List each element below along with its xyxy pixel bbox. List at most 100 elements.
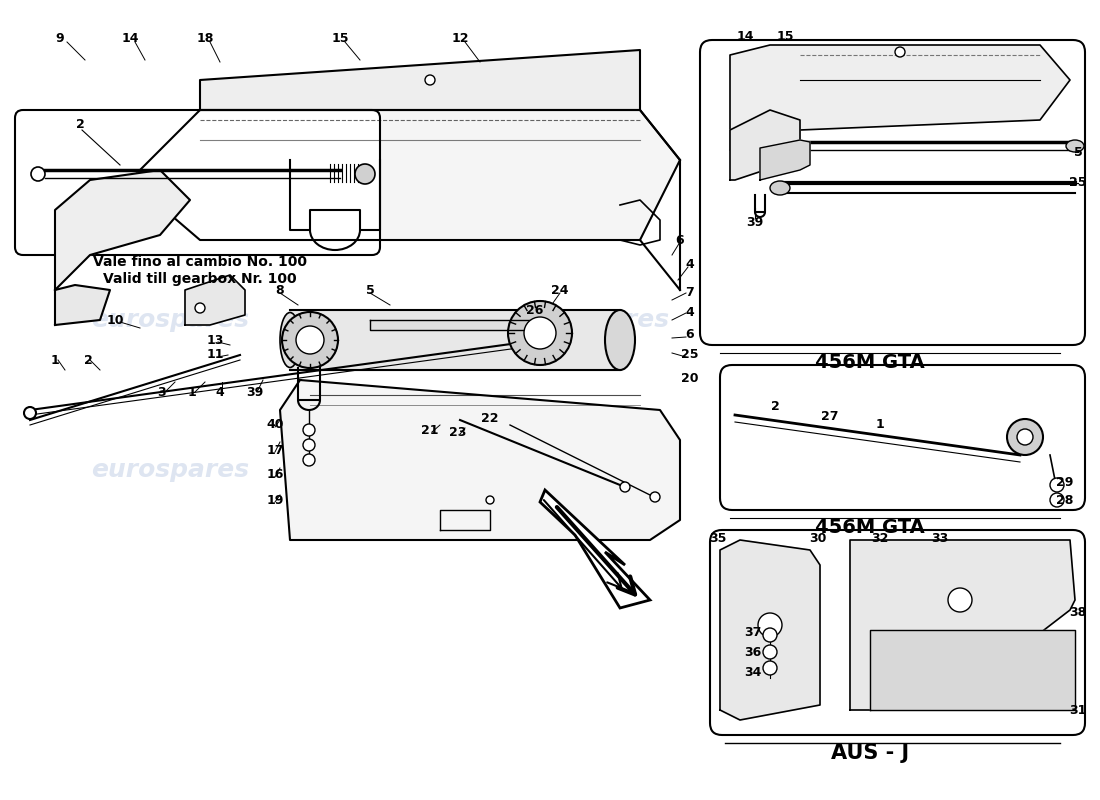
Text: 456M GTA: 456M GTA	[815, 353, 925, 372]
Text: 2: 2	[76, 118, 85, 131]
Circle shape	[524, 317, 556, 349]
Text: 2: 2	[84, 354, 92, 366]
Polygon shape	[540, 490, 650, 608]
Text: Vale fino al cambio No. 100: Vale fino al cambio No. 100	[94, 255, 307, 269]
Text: eurospares: eurospares	[91, 458, 249, 482]
Polygon shape	[55, 285, 110, 325]
Ellipse shape	[280, 313, 300, 367]
Circle shape	[948, 588, 972, 612]
Circle shape	[486, 496, 494, 504]
Polygon shape	[130, 110, 680, 240]
Text: 26: 26	[526, 303, 543, 317]
Circle shape	[895, 47, 905, 57]
Text: eurospares: eurospares	[341, 458, 499, 482]
Circle shape	[1050, 493, 1064, 507]
Text: 5: 5	[365, 283, 374, 297]
Text: eurospares: eurospares	[91, 308, 249, 332]
Text: 17: 17	[266, 443, 284, 457]
Text: 22: 22	[482, 411, 498, 425]
Text: 7: 7	[685, 286, 694, 298]
Text: 31: 31	[1069, 703, 1087, 717]
Text: 12: 12	[451, 31, 469, 45]
Text: 15: 15	[331, 31, 349, 45]
Polygon shape	[55, 170, 190, 290]
Circle shape	[763, 628, 777, 642]
Text: 1: 1	[876, 418, 884, 431]
Text: eurospares: eurospares	[510, 308, 669, 332]
Text: 33: 33	[932, 531, 948, 545]
Text: 4: 4	[685, 258, 694, 271]
Text: 10: 10	[107, 314, 123, 326]
Text: Valid till gearbox Nr. 100: Valid till gearbox Nr. 100	[103, 272, 297, 286]
Text: 15: 15	[777, 30, 794, 43]
Text: eurospares: eurospares	[510, 458, 669, 482]
Text: 35: 35	[710, 531, 727, 545]
Text: 18: 18	[196, 31, 213, 45]
Polygon shape	[290, 310, 620, 370]
Text: 9: 9	[56, 31, 64, 45]
Circle shape	[1006, 419, 1043, 455]
Text: eurospares: eurospares	[341, 308, 499, 332]
Text: 2: 2	[771, 401, 780, 414]
Ellipse shape	[1066, 140, 1083, 152]
Text: 1: 1	[188, 386, 197, 398]
Polygon shape	[280, 380, 680, 540]
Text: AUS - J: AUS - J	[830, 743, 909, 763]
Circle shape	[296, 326, 324, 354]
Text: 30: 30	[810, 531, 827, 545]
Text: 28: 28	[1056, 494, 1074, 506]
Ellipse shape	[605, 310, 635, 370]
Circle shape	[302, 439, 315, 451]
Circle shape	[195, 303, 205, 313]
Circle shape	[763, 661, 777, 675]
Polygon shape	[730, 45, 1070, 150]
Polygon shape	[760, 140, 810, 180]
Text: 13: 13	[207, 334, 223, 346]
Text: 38: 38	[1069, 606, 1087, 618]
Polygon shape	[730, 110, 800, 180]
Text: 8: 8	[276, 283, 284, 297]
Text: 11: 11	[207, 349, 223, 362]
Polygon shape	[185, 275, 245, 325]
Text: 37: 37	[745, 626, 761, 638]
Circle shape	[302, 424, 315, 436]
Text: 21: 21	[421, 423, 439, 437]
Text: 25: 25	[1069, 177, 1087, 190]
Text: 19: 19	[266, 494, 284, 506]
Text: 5: 5	[1074, 146, 1082, 158]
Text: 20: 20	[681, 371, 698, 385]
Text: 456M GTA: 456M GTA	[815, 518, 925, 537]
Text: 16: 16	[266, 469, 284, 482]
Text: 6: 6	[685, 329, 694, 342]
Circle shape	[758, 613, 782, 637]
Text: 39: 39	[747, 215, 763, 229]
Circle shape	[620, 482, 630, 492]
Text: 39: 39	[246, 386, 264, 398]
FancyBboxPatch shape	[720, 365, 1085, 510]
Text: 34: 34	[745, 666, 761, 678]
Text: 25: 25	[681, 349, 698, 362]
Circle shape	[425, 75, 435, 85]
Circle shape	[302, 454, 315, 466]
Circle shape	[508, 301, 572, 365]
Circle shape	[282, 312, 338, 368]
Text: 4: 4	[685, 306, 694, 318]
Polygon shape	[200, 50, 640, 110]
Text: 36: 36	[745, 646, 761, 658]
Text: 32: 32	[871, 531, 889, 545]
Text: 24: 24	[551, 283, 569, 297]
Polygon shape	[870, 630, 1075, 710]
Text: 27: 27	[822, 410, 838, 423]
Circle shape	[355, 164, 375, 184]
Text: 40: 40	[266, 418, 284, 431]
FancyBboxPatch shape	[15, 110, 379, 255]
Circle shape	[650, 492, 660, 502]
Ellipse shape	[770, 181, 790, 195]
Text: 29: 29	[1056, 475, 1074, 489]
Text: 3: 3	[157, 386, 166, 398]
Polygon shape	[720, 540, 820, 720]
Text: 1: 1	[51, 354, 59, 366]
Circle shape	[1018, 429, 1033, 445]
Text: 14: 14	[736, 30, 754, 43]
Text: 6: 6	[675, 234, 684, 246]
